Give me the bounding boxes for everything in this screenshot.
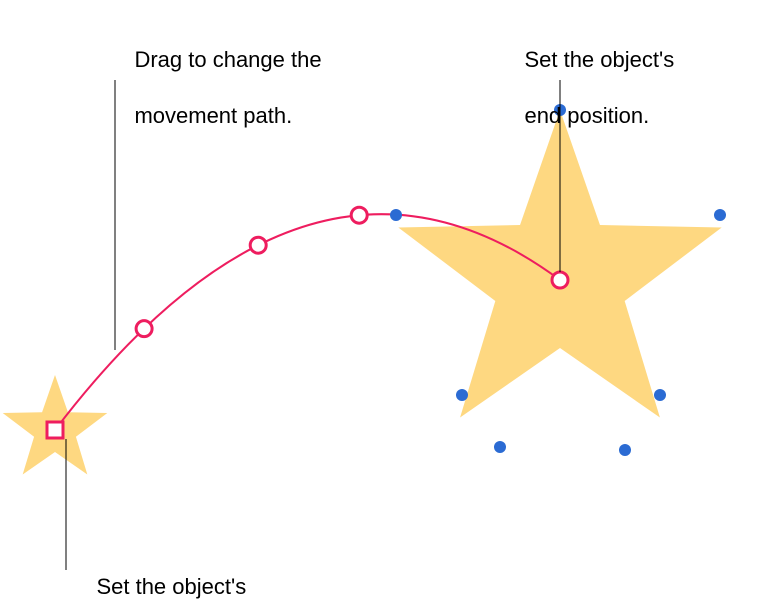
callout-text: movement path. xyxy=(134,103,292,128)
diagram-stage: Drag to change the movement path. Set th… xyxy=(0,0,766,612)
callout-end-position: Set the object's end position. xyxy=(500,18,674,158)
callout-text: Set the object's xyxy=(524,47,674,72)
callout-text: Set the object's xyxy=(96,574,246,599)
callout-start-position: Set the object's start position. xyxy=(72,545,246,612)
callout-text: Drag to change the xyxy=(134,47,321,72)
callout-text: end position. xyxy=(524,103,649,128)
callout-drag-path: Drag to change the movement path. xyxy=(110,18,322,158)
